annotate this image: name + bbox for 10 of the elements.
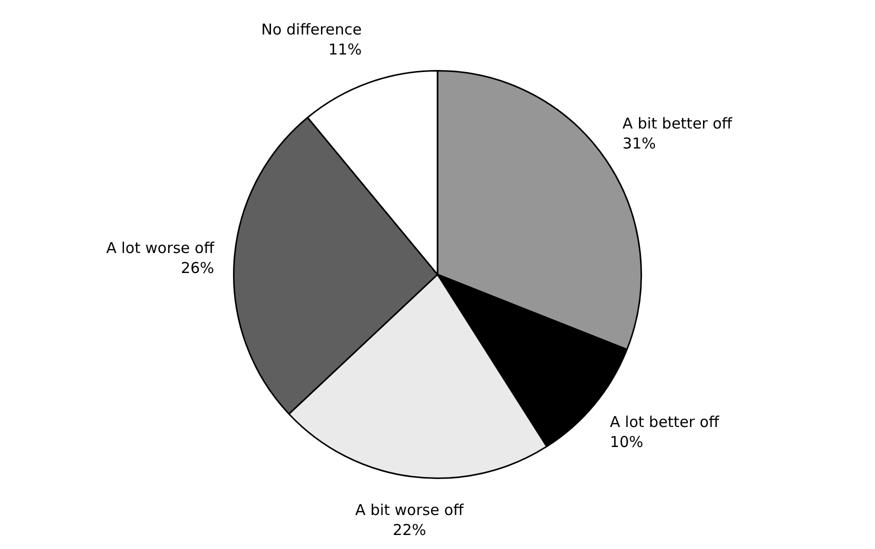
slice-label: A lot worse off [106, 238, 215, 257]
data-label: 31% [622, 134, 656, 153]
slice-label: A bit better off [622, 114, 733, 133]
data-label: 11% [328, 40, 362, 58]
data-label: 10% [610, 432, 644, 451]
slice-label: A lot better off [610, 412, 720, 431]
data-label: 26% [180, 258, 214, 277]
slice-label: No difference [261, 20, 362, 38]
slice-label: A bit worse off [355, 501, 464, 520]
data-label: 22% [392, 521, 426, 540]
